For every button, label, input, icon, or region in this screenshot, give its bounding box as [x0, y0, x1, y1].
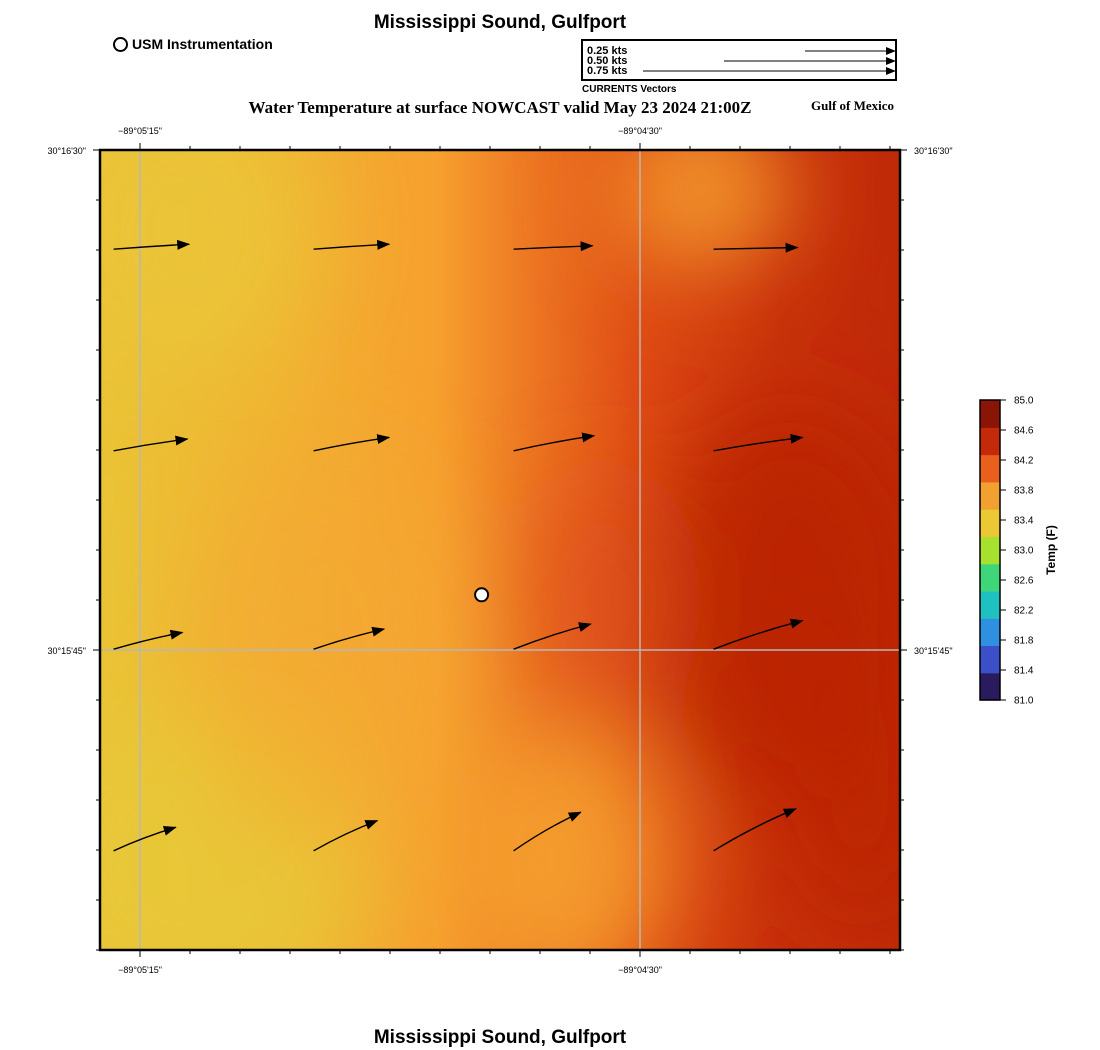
- colorbar-tick-label: 81.0: [1014, 696, 1034, 707]
- colorbar-cell: [980, 400, 1000, 428]
- current-vector-arrow: [513, 811, 582, 852]
- current-vectors: [113, 239, 804, 852]
- current-vector-arrow: [313, 819, 379, 852]
- map-title: Mississippi Sound, Gulfport: [373, 12, 627, 33]
- region-label: Gulf of Mexico: [811, 98, 895, 113]
- vectors-caption: CURRENTS Vectors: [582, 84, 677, 95]
- current-vector-arrow: [713, 808, 797, 852]
- current-vector-arrow: [513, 622, 592, 650]
- x-tick-label-bottom-2: −89°04'30": [618, 965, 662, 975]
- colorbar-cell: [980, 672, 1000, 701]
- colorbar-tick-label: 84.6: [1014, 426, 1034, 437]
- current-vector-arrow: [113, 239, 191, 250]
- x-tick-label-top-2: −89°04'30": [618, 126, 662, 136]
- usm-station-marker: [474, 587, 490, 603]
- current-vector-arrow: [113, 825, 177, 852]
- colorbar-tick-label: 82.2: [1014, 606, 1034, 617]
- colorbar-cell: [980, 427, 1000, 456]
- x-tick-label-bottom-1: −89°05'15": [118, 965, 162, 975]
- y-tick-label-left-2: 30°15'45": [47, 646, 86, 656]
- current-vector-arrow: [313, 626, 386, 650]
- station-legend: USM Instrumentation: [113, 36, 273, 52]
- current-vector-arrow: [713, 242, 799, 253]
- colorbar-cell: [980, 618, 1000, 647]
- colorbar-cell: [980, 454, 1000, 483]
- station-legend-label: USM Instrumentation: [132, 36, 273, 52]
- current-vector-arrow: [313, 239, 391, 250]
- map-footer-title: Mississippi Sound, Gulfport: [373, 1027, 627, 1048]
- colorbar-tick-label: 85.0: [1014, 396, 1034, 407]
- colorbar-tick-label: 81.8: [1014, 636, 1034, 647]
- colorbar-tick-label: 81.4: [1014, 666, 1034, 677]
- y-tick-label-right-2: 30°15'45": [914, 646, 953, 656]
- vector-scale-label-2: 0.50 kts: [587, 55, 628, 67]
- colorbar-tick-label: 83.4: [1014, 516, 1034, 527]
- temperature-field: [100, 150, 900, 950]
- colorbar-tick-label: 84.2: [1014, 456, 1034, 467]
- current-vector-arrow: [713, 618, 804, 650]
- current-vector-arrow: [513, 432, 596, 452]
- current-vector-arrow: [713, 433, 804, 452]
- colorbar-cell: [980, 509, 1000, 537]
- vector-scale-label-1: 0.25 kts: [587, 45, 628, 57]
- colorbar-cell: [980, 590, 1000, 619]
- vector-scale-arrows: [643, 47, 895, 75]
- colorbar-cell: [980, 563, 1000, 592]
- colorbar-tick-label: 83.8: [1014, 486, 1034, 497]
- y-tick-label-right-1: 30°16'30": [914, 146, 953, 156]
- colorbar-cell: [980, 536, 1000, 565]
- frame-ticks: [93, 143, 907, 957]
- colorbar-title: Temp (F): [1044, 525, 1058, 575]
- current-vector-arrow: [513, 241, 594, 252]
- x-tick-label-top-1: −89°05'15": [118, 126, 162, 136]
- current-vector-arrow: [313, 434, 391, 452]
- map-subtitle: Water Temperature at surface NOWCAST val…: [248, 98, 752, 117]
- station-marker-icon: [113, 36, 128, 52]
- colorbar-cell: [980, 481, 1000, 510]
- colorbar-tick-label: 83.0: [1014, 546, 1034, 557]
- current-vector-legend: 0.25 kts 0.50 kts 0.75 kts: [581, 39, 897, 81]
- current-vector-arrow: [113, 435, 189, 452]
- y-tick-label-left-1: 30°16'30": [47, 146, 86, 156]
- colorbar: 85.0 84.6 84.2 83.8 83.4 83.0 82.6 82.2 81.8 81.4…: [979, 396, 1058, 707]
- current-vector-arrow: [113, 629, 184, 650]
- colorbar-cell: [980, 645, 1000, 674]
- colorbar-tick-label: 82.6: [1014, 576, 1034, 587]
- vector-scale-label-3: 0.75 kts: [587, 65, 628, 77]
